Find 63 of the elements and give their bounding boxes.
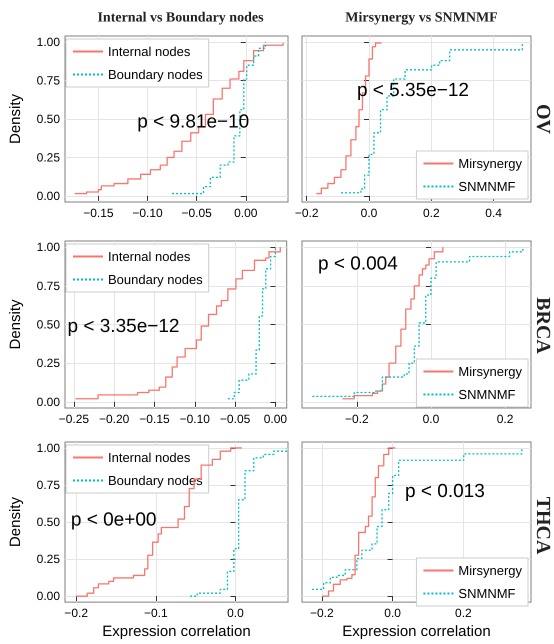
y-tick-label: 0.00 (36, 589, 60, 604)
y2-axis-title: OV (532, 104, 554, 135)
y-tick-label: 0.75 (36, 278, 60, 293)
y-axis-title: Density (7, 496, 24, 548)
legend-label: Internal nodes (108, 249, 191, 264)
x-tick-label: −0.2 (64, 606, 88, 620)
y-tick-label: 0.00 (36, 188, 60, 203)
y-tick-label: 0.25 (36, 552, 60, 566)
x-tick-label: −0.15 (139, 412, 170, 426)
x-tick-label: 0.00 (264, 412, 288, 426)
x-tick-label: 0.00 (234, 206, 258, 220)
chart-title: Internal vs Boundary nodes (97, 10, 264, 26)
legend-label: SNMNMF (458, 179, 516, 194)
annotation: p < 3.35e−12 (68, 316, 180, 338)
x-tick-label: −0.2 (344, 412, 370, 426)
x-tick-label: 0.4 (485, 206, 502, 220)
y-tick-label: 0.75 (36, 478, 60, 492)
y-tick-label: 0.25 (36, 150, 60, 164)
x-tick-label: 0.2 (422, 206, 440, 220)
y-tick-label: 0.75 (36, 74, 60, 88)
x-tick-label: −0.10 (132, 206, 164, 220)
legend-label: Internal nodes (108, 450, 191, 465)
x-axis-title: Expression correlation (342, 623, 491, 640)
x-tick-label: −0.2 (294, 206, 319, 220)
y-tick-label: 0.25 (36, 356, 60, 370)
legend-label: SNMNMF (458, 387, 516, 402)
y-axis-title: Density (7, 94, 24, 144)
annotation: p < 0.004 (318, 254, 398, 275)
x-tick-label: −0.25 (58, 412, 90, 426)
x-tick-label: −0.05 (181, 206, 212, 220)
x-tick-label: −0.10 (180, 412, 210, 426)
y-tick-label: 1.00 (36, 35, 60, 50)
y2-axis-title: THCA (532, 496, 554, 555)
legend-label: Internal nodes (108, 44, 191, 59)
annotation: p < 0e+00 (70, 509, 156, 530)
chart-title: Mirsynergy vs SNMNMF (345, 10, 498, 26)
y2-axis-title: BRCA (532, 297, 554, 354)
y-tick-label: 0.00 (36, 394, 60, 409)
x-tick-label: −0.2 (310, 606, 334, 620)
x-tick-label: 0.2 (496, 412, 514, 426)
legend-label: Mirsynergy (458, 563, 522, 578)
legend-label: Boundary nodes (108, 272, 204, 287)
legend-label: Mirsynergy (458, 156, 522, 171)
annotation: p < 0.013 (405, 481, 485, 502)
x-tick-label: 0.2 (455, 606, 472, 620)
x-tick-label: 0.0 (422, 412, 440, 426)
legend-label: Boundary nodes (108, 67, 204, 82)
x-axis-title: Expression correlation (102, 623, 251, 640)
y-tick-label: 0.50 (36, 318, 60, 332)
x-tick-label: −0.1 (144, 606, 168, 620)
x-tick-label: 0.0 (384, 606, 402, 620)
x-tick-label: 0.0 (360, 206, 378, 220)
x-tick-label: −0.05 (220, 412, 251, 426)
x-tick-label: −0.20 (98, 412, 130, 426)
y-tick-label: 1.00 (36, 240, 60, 254)
legend-label: Mirsynergy (458, 364, 522, 379)
x-tick-label: −0.15 (83, 206, 114, 220)
y-tick-label: 1.00 (36, 440, 60, 455)
x-tick-label: 0.0 (227, 606, 244, 620)
y-tick-label: 0.50 (36, 515, 60, 530)
y-tick-label: 0.50 (36, 112, 60, 126)
legend-label: SNMNMF (458, 586, 516, 601)
y-axis-title: Density (7, 299, 24, 350)
